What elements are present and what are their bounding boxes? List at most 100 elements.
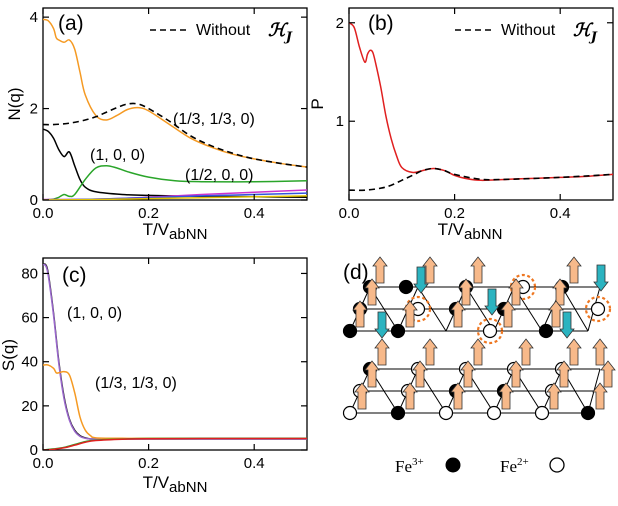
spin-up-arrow <box>412 360 428 388</box>
charge-ordering-rings <box>404 273 612 345</box>
panel-a-chart: 0.0 0.2 0.4 0 2 4 (a) N(q) T/VabNN Without ℋJ… <box>5 7 308 243</box>
fe2-atom <box>590 301 606 317</box>
panel-a-annotation-one: (1, 0, 0) <box>90 147 145 164</box>
y-tick-label: 2 <box>336 15 344 32</box>
panel-c-xlabel-sub: abNN <box>169 479 207 496</box>
spin-up-arrow <box>372 256 388 284</box>
series-line <box>43 437 307 450</box>
spin-up-arrow <box>600 360 616 388</box>
spin-up-arrow <box>470 338 486 366</box>
spin-down-arrow <box>559 311 575 339</box>
panel-a-ticks: 0.0 0.2 0.4 0 2 4 <box>30 8 307 222</box>
panel-b-legend-symbol-sub: J <box>588 30 598 45</box>
panel-d-legend: Fe3+ Fe2+ <box>395 456 565 476</box>
y-tick-label: 0 <box>30 442 38 459</box>
panel-d-label: (d) <box>343 261 369 284</box>
fe3-legend-label: Fe3+ <box>395 456 424 476</box>
panel-b-marks <box>349 22 613 192</box>
spin-up-arrow <box>592 338 608 366</box>
spin-up-arrow <box>592 382 608 410</box>
spin-up-arrow <box>458 278 474 306</box>
fe2-atom <box>482 323 498 339</box>
panel-b-legend: Without ℋJ <box>455 20 598 45</box>
ring <box>584 295 612 323</box>
fe3-atom <box>390 323 406 339</box>
ring <box>509 273 537 301</box>
spin-up-arrow <box>450 300 466 328</box>
spin-up-arrow <box>422 338 438 366</box>
panel-a-xlabel-main: T/V <box>143 220 170 239</box>
fe2-legend-sup: 2+ <box>517 456 529 468</box>
y-tick-label: 2 <box>30 101 38 118</box>
fe3-legend-sup: 3+ <box>412 456 424 468</box>
panel-a-xlabel: T/VabNN <box>143 220 208 243</box>
y-tick-label: 0 <box>30 192 38 209</box>
series-line <box>43 128 307 199</box>
fe3-atom <box>390 405 406 421</box>
panel-c-annotation-one: (1, 0, 0) <box>67 305 122 322</box>
x-tick-label: 0.0 <box>33 455 54 472</box>
series-line <box>43 102 307 168</box>
fe3-atom <box>580 405 596 421</box>
panel-a-annotation-half: (1/2, 0, 0) <box>185 167 253 184</box>
panel-a-marks <box>43 18 307 200</box>
spin-up-arrow <box>552 278 568 306</box>
series-line <box>43 164 307 200</box>
panel-a-legend-label: Without <box>196 22 251 39</box>
spin-up-arrow <box>508 278 524 306</box>
panel-c-xlabel-main: T/V <box>143 473 170 492</box>
x-tick-label: 0.4 <box>244 455 265 472</box>
spin-up-arrow <box>364 278 380 306</box>
spin-up-arrow <box>566 256 582 284</box>
panel-c-xlabel: T/VabNN <box>143 473 208 496</box>
spin-up-arrow <box>566 338 582 366</box>
y-tick-label: 80 <box>21 265 38 282</box>
x-tick-label: 0.2 <box>138 455 159 472</box>
spin-up-arrow <box>422 256 438 284</box>
spin-down-arrow <box>413 266 429 294</box>
spin-up-arrow <box>364 360 380 388</box>
x-tick-label: 0.2 <box>138 205 159 222</box>
panel-c-ylabel: S(q) <box>0 339 18 371</box>
panel-a-legend: Without ℋJ <box>150 20 293 45</box>
fe3-atom <box>398 279 414 295</box>
fe3-legend-text: Fe <box>395 457 412 476</box>
panel-a-ylabel: N(q) <box>5 87 24 120</box>
panel-c-marks <box>43 263 307 450</box>
fe2-legend-text: Fe <box>500 457 517 476</box>
panel-b-legend-symbol: ℋJ <box>573 20 598 45</box>
panel-b-chart: 0.0 0.2 0.4 1 2 (b) P T/VabNN Without ℋJ <box>308 7 614 243</box>
fe3-atom <box>342 323 358 339</box>
spin-up-arrow <box>402 382 418 410</box>
ring <box>476 317 504 345</box>
x-tick-label: 0.0 <box>339 205 360 222</box>
panel-c-ticks: 0.0 0.2 0.4 0 20 40 60 80 <box>21 258 307 472</box>
fe2-atom <box>342 405 358 421</box>
spin-down-arrow <box>374 311 390 339</box>
spin-arrows <box>352 256 616 410</box>
series-line <box>43 263 307 440</box>
panel-b-legend-label: Without <box>501 22 556 39</box>
spin-up-arrow <box>548 300 564 328</box>
series-line <box>43 263 307 440</box>
y-tick-label: 4 <box>30 9 38 26</box>
series-line <box>43 437 307 450</box>
panel-c-annotation-third: (1/3, 1/3, 0) <box>95 375 177 392</box>
panel-d-schematic: (d) <box>342 256 616 476</box>
spin-down-arrow <box>484 288 500 316</box>
fe2-atom <box>534 405 550 421</box>
series-line <box>43 195 307 200</box>
panel-b-ylabel: P <box>308 98 327 109</box>
spin-up-arrow <box>546 382 562 410</box>
panel-b-legend-symbol-main: ℋ <box>573 20 594 41</box>
y-tick-label: 40 <box>21 354 38 371</box>
fe2-atom <box>486 405 502 421</box>
spin-up-arrow <box>556 360 572 388</box>
x-tick-label: 0.4 <box>550 205 571 222</box>
spin-up-arrow <box>352 300 368 328</box>
fe2-legend-label: Fe2+ <box>500 456 529 476</box>
ring <box>404 295 432 323</box>
panel-a-frame <box>42 7 308 201</box>
panel-a-legend-symbol-sub: J <box>283 30 293 45</box>
